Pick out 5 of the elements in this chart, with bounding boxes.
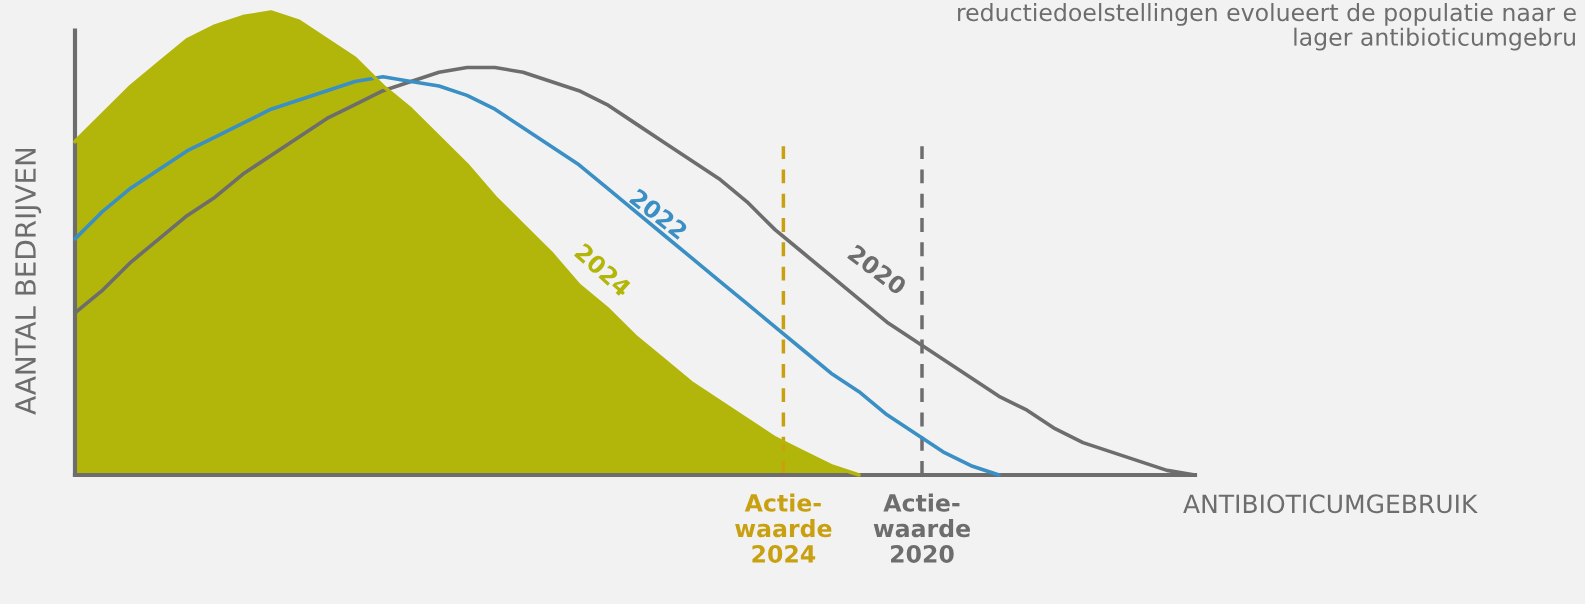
text: Actie- waarde 2020 [873, 493, 970, 563]
y-axis-title: AANTAL BEDRIJVEN [15, 148, 42, 415]
x-axis-title: ANTIBIOTICUMGEBRUIK [1183, 494, 1478, 514]
annotation: reductiedoelstellingen evolueert de populatie naar e lager antibioticumgebru [958, 3, 1576, 51]
text: Actie- waarde 2024 [735, 493, 832, 563]
